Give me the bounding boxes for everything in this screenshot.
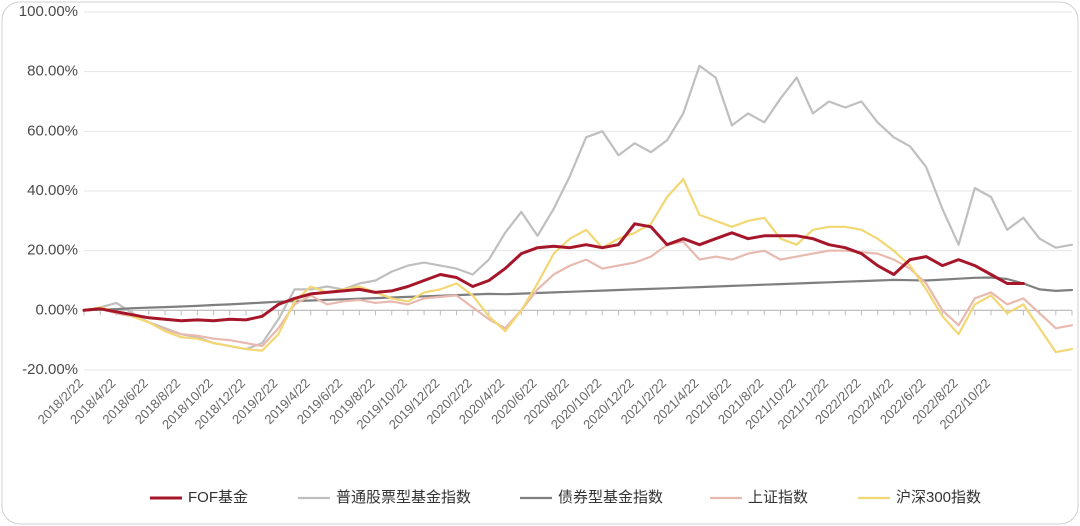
y-tick-label: 20.00% (27, 242, 78, 259)
y-tick-label: -20.00% (22, 361, 78, 378)
legend-label: 沪深300指数 (896, 489, 981, 506)
legend-label: FOF基金 (188, 489, 248, 506)
chart-svg: -20.00% 0.00% 20.00% 40.00% 60.00% 80.00% 100.… (0, 0, 1080, 526)
y-tick-label: 60.00% (27, 122, 78, 139)
line-chart: -20.00% 0.00% 20.00% 40.00% 60.00% 80.00% 100.… (0, 0, 1080, 526)
legend-label: 上证指数 (748, 489, 808, 506)
legend-label: 普通股票型基金指数 (336, 489, 471, 506)
y-tick-label: 0.00% (35, 301, 78, 318)
legend-label: 债券型基金指数 (558, 489, 663, 506)
y-tick-label: 40.00% (27, 182, 78, 199)
y-tick-label: 100.00% (19, 3, 78, 20)
y-tick-label: 80.00% (27, 63, 78, 80)
